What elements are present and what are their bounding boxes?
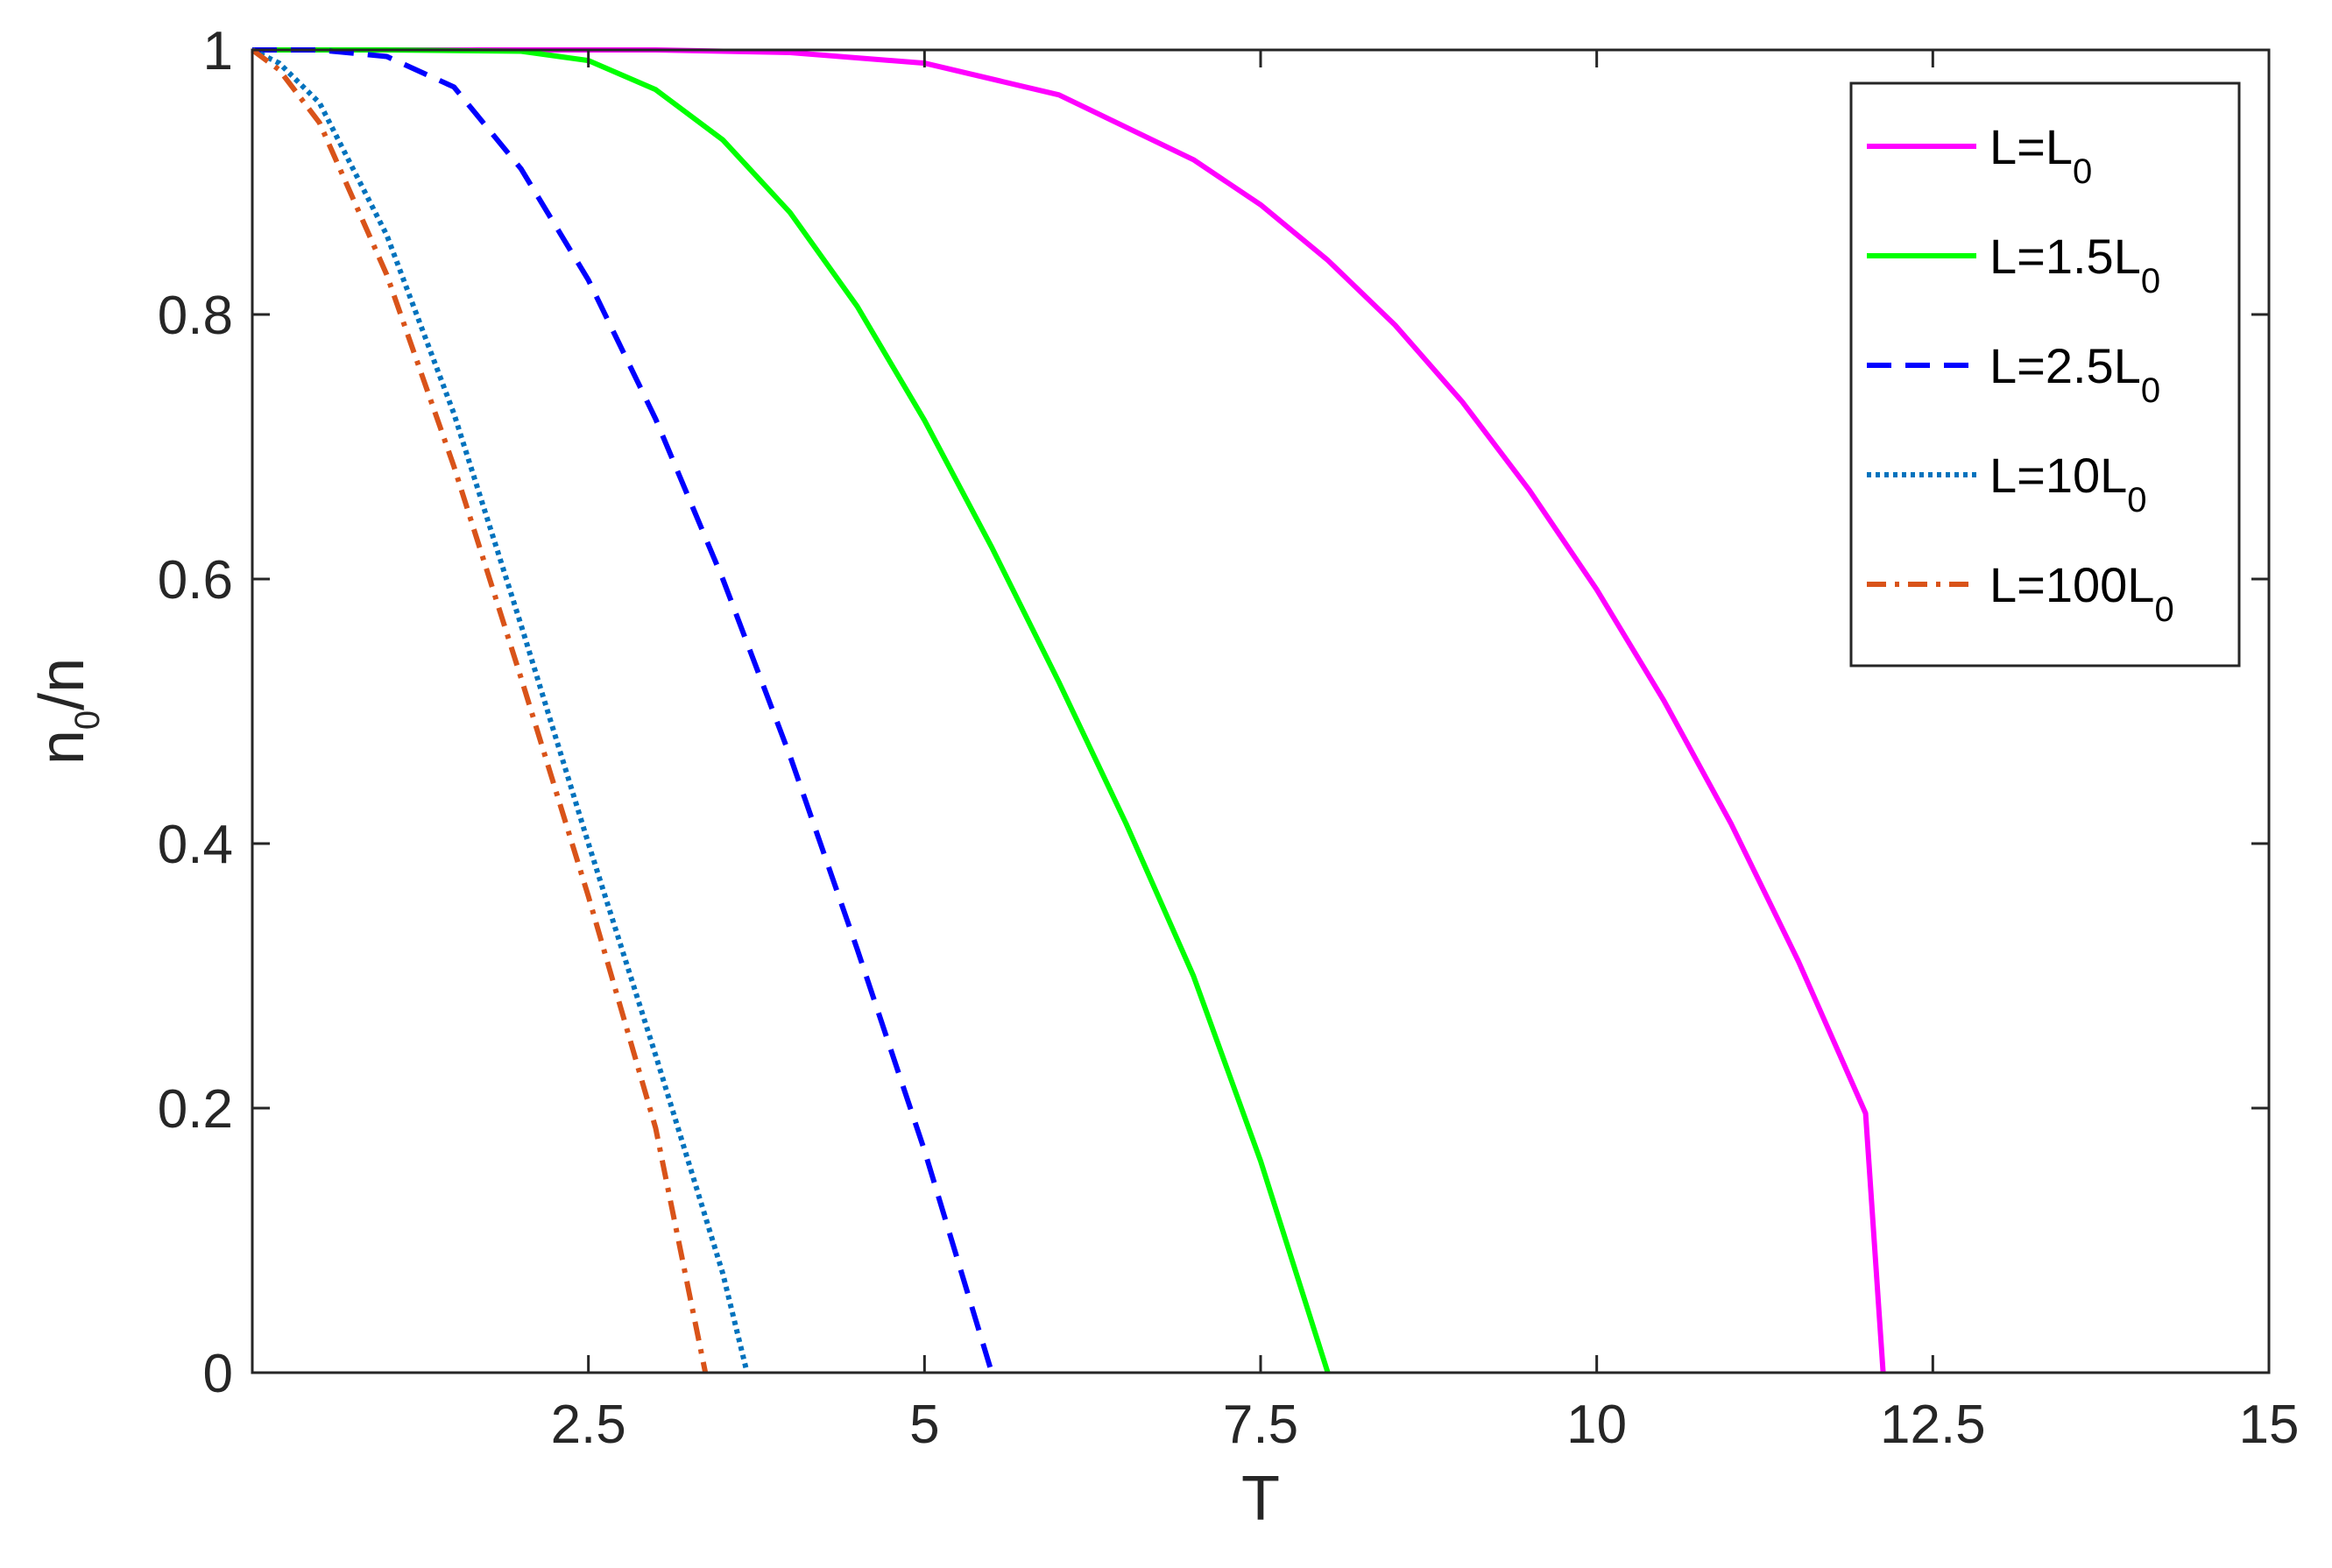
legend-entry-3: L=2.5L0 — [1989, 338, 2160, 410]
y-tick-label: 0.4 — [158, 815, 233, 875]
legend-label-main: L=100L — [1989, 557, 2154, 612]
y-tick-label: 0.2 — [158, 1079, 233, 1140]
legend-entry-5: L=100L0 — [1989, 557, 2174, 629]
x-tick-label: 7.5 — [1223, 1395, 1298, 1455]
legend-entry-4: L=10L0 — [1989, 448, 2147, 519]
legend-label-subscript: 0 — [2141, 371, 2160, 410]
x-axis-label: T — [1241, 1464, 1280, 1534]
ticks-layer: 2.5 5 7.5 10 12.5 15 0 0.2 0.4 0.6 0.8 1 — [158, 21, 2300, 1455]
legend-entry-2: L=1.5L0 — [1989, 229, 2160, 300]
legend-box — [1849, 81, 2241, 667]
legend-label-subscript: 0 — [2073, 152, 2092, 191]
y-axis-label-base: n — [27, 730, 97, 765]
x-tick-label: 5 — [909, 1395, 939, 1455]
legend-label-main: L=1.5L — [1989, 229, 2141, 284]
series-line-3 — [252, 47, 994, 1374]
legend-label-subscript: 0 — [2141, 262, 2160, 300]
y-tick-label: 1 — [203, 21, 233, 81]
x-tick-label: 12.5 — [1880, 1395, 1986, 1455]
legend-label-main: L=2.5L — [1989, 338, 2141, 393]
series-line-5 — [251, 47, 709, 1374]
series-line-2 — [252, 47, 1331, 1374]
y-tick-label: 0.8 — [158, 286, 233, 346]
legend-label-subscript: 0 — [2154, 590, 2173, 629]
x-tick-label: 2.5 — [551, 1395, 626, 1455]
y-tick-label: 0.6 — [158, 550, 233, 611]
y-tick-label: 0 — [203, 1344, 233, 1404]
legend-label-main: L=10L — [1989, 448, 2127, 503]
legend-label-main: L=L — [1989, 119, 2073, 174]
y-axis-label-subscript: 0 — [68, 710, 107, 730]
x-tick-label: 15 — [2239, 1395, 2300, 1455]
x-tick-label: 10 — [1566, 1395, 1627, 1455]
legend-label-subscript: 0 — [2127, 481, 2146, 519]
series-line-4 — [251, 47, 750, 1374]
y-axis-label-rest: /n — [27, 658, 97, 710]
y-axis-label: n0/n — [27, 658, 107, 765]
legend-entry-1: L=L0 — [1989, 119, 2092, 191]
